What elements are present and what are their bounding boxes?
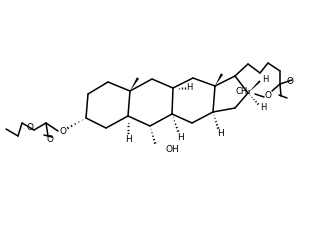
Text: H: H: [262, 75, 268, 84]
Text: H: H: [178, 132, 184, 142]
Polygon shape: [215, 73, 223, 86]
Text: H: H: [260, 102, 266, 111]
Text: O: O: [60, 126, 66, 135]
Text: H: H: [125, 135, 131, 143]
Text: O: O: [47, 135, 54, 143]
Text: H: H: [218, 130, 224, 139]
Text: O: O: [26, 123, 33, 132]
Polygon shape: [130, 77, 139, 91]
Text: O: O: [265, 90, 272, 100]
Text: O: O: [287, 76, 294, 85]
Text: CH₃: CH₃: [236, 87, 251, 96]
Text: OH: OH: [165, 144, 179, 153]
Text: H: H: [186, 84, 192, 93]
Polygon shape: [248, 80, 261, 93]
